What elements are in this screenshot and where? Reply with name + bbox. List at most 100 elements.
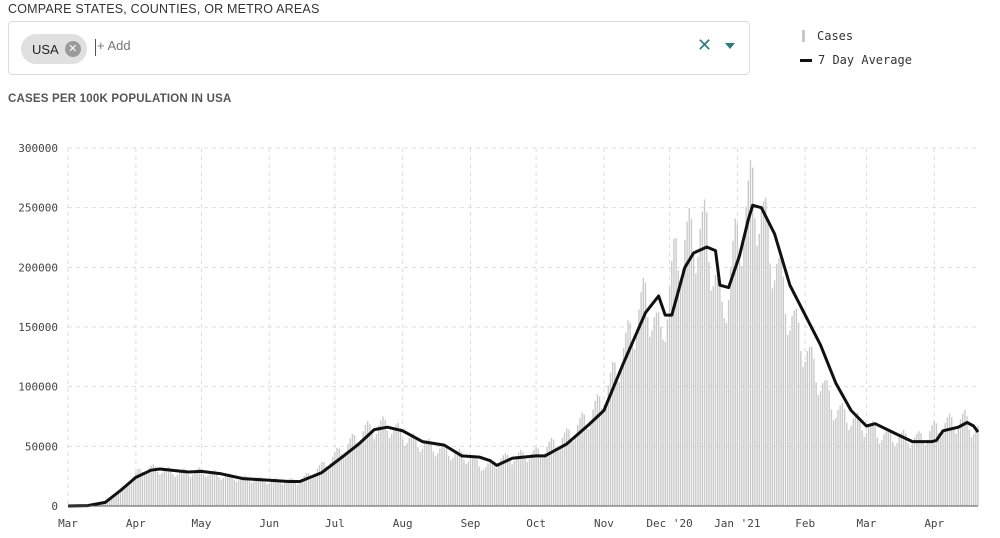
case-bar (419, 452, 421, 506)
case-bar (841, 403, 844, 506)
case-bar (570, 437, 572, 506)
case-bar (581, 412, 583, 506)
case-bar (290, 477, 292, 506)
case-bar (614, 362, 616, 506)
case-bar (146, 471, 148, 506)
case-bar (135, 472, 137, 506)
case-bar (467, 461, 469, 506)
case-bar (824, 380, 826, 506)
case-bar (612, 361, 614, 506)
remove-chip-icon[interactable]: ✕ (64, 41, 81, 57)
case-bar (927, 439, 929, 506)
case-bar (229, 473, 231, 506)
case-bar (382, 416, 384, 506)
case-bar (535, 447, 537, 506)
x-axis-ticks: Mar Apr May Jun Jul Aug Sep Oct Nov Dec '20 Jan '2… (58, 517, 944, 530)
case-bar (804, 361, 806, 506)
x-tick-label: Dec '20 (646, 517, 692, 530)
case-bar (885, 431, 887, 506)
case-bar (647, 317, 649, 506)
case-bar (701, 211, 704, 507)
case-bar (679, 286, 682, 506)
y-tick-label: 50000 (25, 440, 58, 453)
add-region-input[interactable] (97, 38, 217, 53)
case-bar (406, 443, 408, 506)
case-bar (754, 218, 756, 506)
case-bar (356, 442, 358, 506)
x-tick-label: Sep (461, 517, 481, 530)
case-bar (835, 418, 837, 506)
case-bar (270, 480, 273, 506)
case-bar (953, 428, 955, 506)
clear-icon[interactable]: ✕ (697, 35, 713, 55)
case-bar (233, 479, 235, 506)
case-bar (894, 447, 896, 506)
case-bar (533, 449, 535, 506)
case-bar (837, 409, 839, 506)
region-selector[interactable]: USA ✕ ✕ (8, 21, 750, 75)
case-bar (550, 437, 553, 506)
case-bar (288, 478, 290, 506)
case-bar (220, 479, 222, 506)
case-bar (675, 237, 677, 507)
bar-swatch-icon (802, 30, 805, 42)
case-bar (631, 341, 634, 506)
case-bar (349, 438, 351, 506)
case-bar (802, 366, 804, 506)
case-bar (542, 457, 544, 506)
chevron-down-icon[interactable] (725, 43, 735, 49)
case-bar (878, 443, 881, 506)
case-bar (231, 475, 233, 506)
case-bar (511, 464, 513, 506)
case-bar (572, 441, 574, 506)
case-bar (651, 330, 653, 506)
case-bar (415, 437, 417, 506)
case-bar (504, 453, 507, 506)
case-bar (432, 451, 434, 506)
case-bar (454, 453, 456, 506)
case-bar (200, 468, 203, 506)
case-bar (548, 441, 550, 506)
case-bar (657, 312, 660, 506)
case-bar (741, 266, 743, 506)
case-bar (767, 218, 769, 506)
y-tick-label: 0 (51, 500, 58, 513)
case-bar (970, 437, 973, 506)
case-bar (892, 442, 894, 506)
case-bar (163, 469, 165, 506)
case-bar (555, 447, 557, 506)
case-bar (264, 482, 266, 506)
case-bar (465, 463, 467, 506)
case-bar (476, 459, 478, 506)
case-bar (292, 479, 294, 506)
case-bar (124, 485, 126, 506)
region-chip-usa: USA ✕ (21, 34, 87, 64)
case-bar (275, 477, 277, 506)
case-bar (929, 431, 931, 506)
case-bar (148, 467, 150, 506)
case-bar (305, 473, 308, 506)
case-bar (907, 443, 909, 506)
case-bar (167, 466, 170, 506)
case-bar (714, 274, 717, 506)
case-bar (106, 500, 109, 506)
case-bar (262, 478, 264, 506)
case-bar (682, 268, 684, 506)
case-bar (933, 420, 935, 506)
case-bar (299, 482, 301, 506)
case-bar (272, 478, 275, 506)
case-bar (955, 433, 957, 506)
case-bar (480, 470, 483, 506)
case-bar (636, 333, 638, 506)
case-bar (590, 421, 592, 506)
case-bar (377, 425, 380, 506)
x-tick-label: Apr (924, 517, 944, 530)
case-bar (594, 401, 596, 506)
case-bar (583, 414, 585, 506)
case-bar (745, 206, 747, 506)
case-bar (143, 473, 146, 506)
case-bar (935, 423, 938, 506)
case-bar (213, 470, 216, 506)
case-bar (710, 290, 712, 506)
case-bar (598, 396, 601, 506)
